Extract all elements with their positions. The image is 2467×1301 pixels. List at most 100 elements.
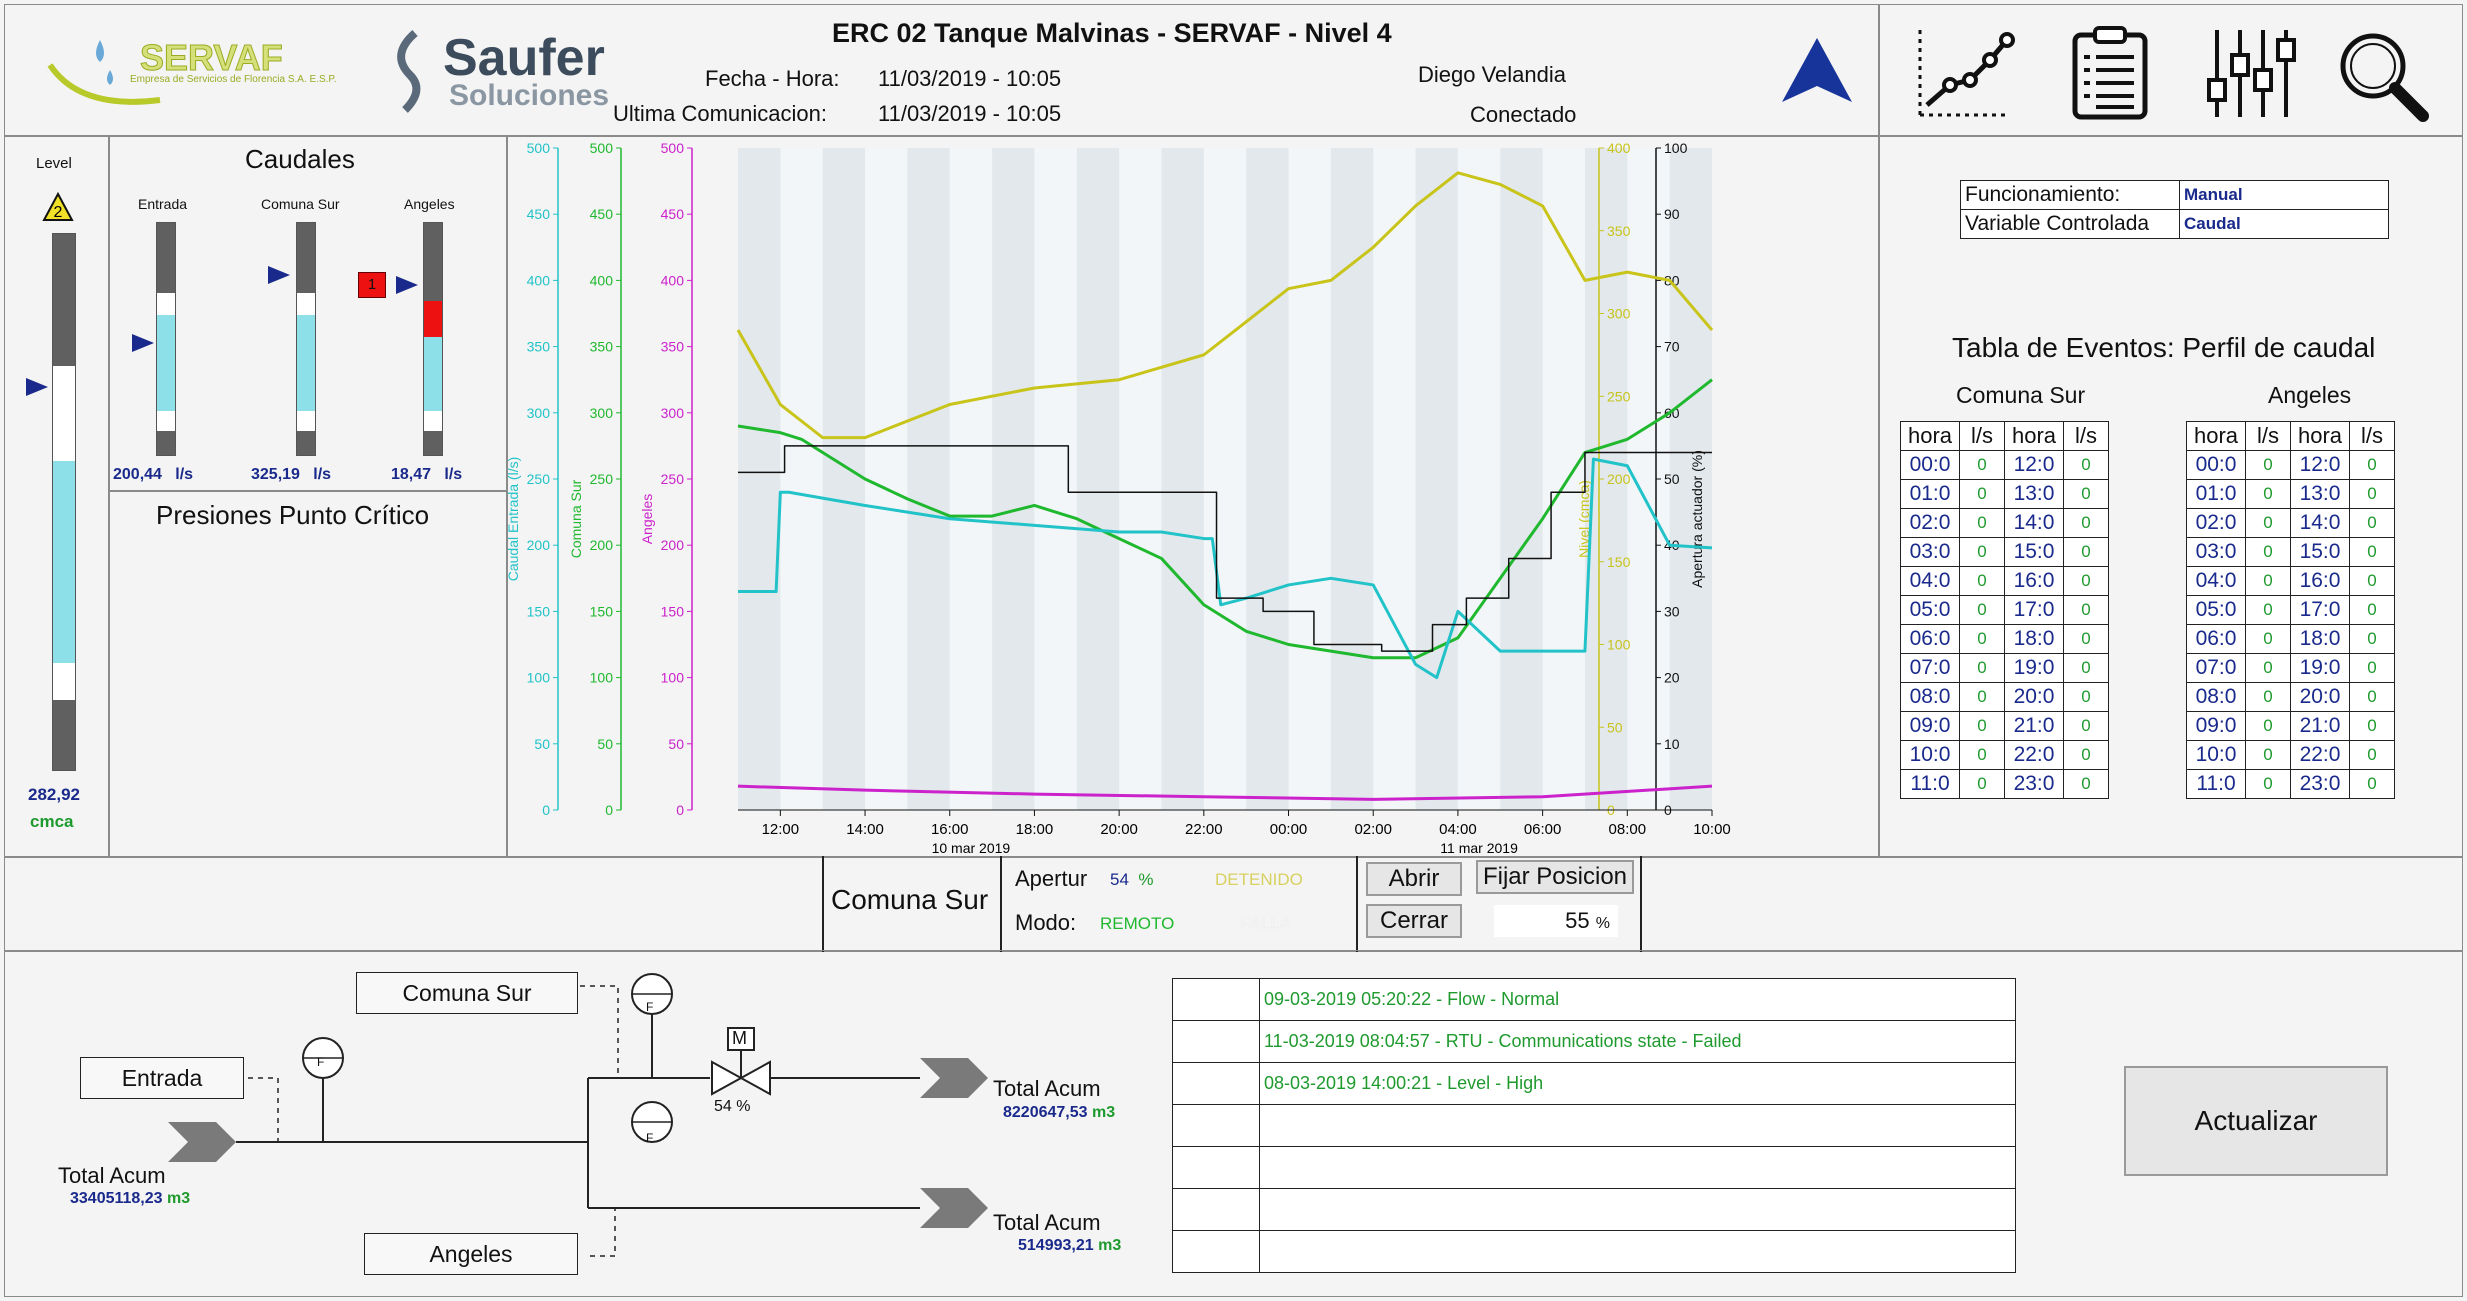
flow-cell[interactable]: 0 — [2063, 537, 2109, 567]
flow-cell[interactable]: 0 — [2349, 508, 2395, 538]
hour-cell[interactable]: 03:0 — [1900, 537, 1960, 567]
flow-cell[interactable]: 0 — [2349, 566, 2395, 596]
hour-cell[interactable]: 00:0 — [2186, 450, 2246, 480]
flow-cell[interactable]: 0 — [2349, 537, 2395, 567]
flow-cell[interactable]: 0 — [2063, 479, 2109, 509]
hour-cell[interactable]: 22:0 — [2290, 740, 2350, 770]
flow-cell[interactable]: 0 — [2349, 769, 2395, 799]
hour-cell[interactable]: 07:0 — [2186, 653, 2246, 683]
flow-cell[interactable]: 0 — [2349, 740, 2395, 770]
flow-cell[interactable]: 0 — [2349, 711, 2395, 741]
search-icon[interactable] — [2335, 28, 2430, 123]
flow-cell[interactable]: 0 — [1959, 624, 2005, 654]
hour-cell[interactable]: 11:0 — [2186, 769, 2246, 799]
hour-cell[interactable]: 10:0 — [1900, 740, 1960, 770]
flow-cell[interactable]: 0 — [2063, 508, 2109, 538]
abrir-button[interactable]: Abrir — [1366, 862, 1462, 896]
flow-cell[interactable]: 0 — [2063, 769, 2109, 799]
hour-cell[interactable]: 00:0 — [1900, 450, 1960, 480]
hour-cell[interactable]: 07:0 — [1900, 653, 1960, 683]
hour-cell[interactable]: 23:0 — [2290, 769, 2350, 799]
flow-cell[interactable]: 0 — [2063, 624, 2109, 654]
alarm-row[interactable]: 09-03-2019 05:20:22 - Flow - Normal — [1172, 978, 2016, 1021]
hour-cell[interactable]: 13:0 — [2004, 479, 2064, 509]
flow-cell[interactable]: 0 — [2245, 711, 2291, 741]
flow-cell[interactable]: 0 — [1959, 653, 2005, 683]
flow-cell[interactable]: 0 — [1959, 537, 2005, 567]
flow-cell[interactable]: 0 — [2349, 624, 2395, 654]
alarm-ack-cell[interactable] — [1172, 1104, 1260, 1147]
hour-cell[interactable]: 17:0 — [2290, 595, 2350, 625]
alarm-row[interactable] — [1172, 1188, 2016, 1231]
hour-cell[interactable]: 04:0 — [1900, 566, 1960, 596]
alarm-row[interactable] — [1172, 1104, 2016, 1147]
flow-cell[interactable]: 0 — [2245, 537, 2291, 567]
hour-cell[interactable]: 23:0 — [2004, 769, 2064, 799]
hour-cell[interactable]: 10:0 — [2186, 740, 2246, 770]
hour-cell[interactable]: 16:0 — [2290, 566, 2350, 596]
flow-cell[interactable]: 0 — [1959, 740, 2005, 770]
hour-cell[interactable]: 05:0 — [1900, 595, 1960, 625]
flow-cell[interactable]: 0 — [1959, 479, 2005, 509]
hour-cell[interactable]: 21:0 — [2004, 711, 2064, 741]
flow-cell[interactable]: 0 — [1959, 508, 2005, 538]
variable-controlada-value[interactable]: Caudal — [2179, 209, 2389, 239]
flow-cell[interactable]: 0 — [2063, 682, 2109, 712]
flow-cell[interactable]: 0 — [2245, 682, 2291, 712]
actualizar-button[interactable]: Actualizar — [2124, 1066, 2388, 1176]
hour-cell[interactable]: 06:0 — [1900, 624, 1960, 654]
alarm-row[interactable] — [1172, 1146, 2016, 1189]
flow-cell[interactable]: 0 — [1959, 711, 2005, 741]
flow-cell[interactable]: 0 — [2245, 653, 2291, 683]
hour-cell[interactable]: 08:0 — [2186, 682, 2246, 712]
hour-cell[interactable]: 02:0 — [1900, 508, 1960, 538]
flow-cell[interactable]: 0 — [2349, 682, 2395, 712]
hour-cell[interactable]: 20:0 — [2290, 682, 2350, 712]
flow-cell[interactable]: 0 — [2349, 653, 2395, 683]
alarm-ack-cell[interactable] — [1172, 1020, 1260, 1063]
hour-cell[interactable]: 18:0 — [2290, 624, 2350, 654]
hour-cell[interactable]: 17:0 — [2004, 595, 2064, 625]
flow-cell[interactable]: 0 — [1959, 450, 2005, 480]
hour-cell[interactable]: 12:0 — [2290, 450, 2350, 480]
alarm-row[interactable]: 08-03-2019 14:00:21 - Level - High — [1172, 1062, 2016, 1105]
alarm-ack-cell[interactable] — [1172, 1062, 1260, 1105]
flow-cell[interactable]: 0 — [2063, 740, 2109, 770]
hour-cell[interactable]: 05:0 — [2186, 595, 2246, 625]
report-icon[interactable] — [2070, 25, 2150, 120]
alarm-row[interactable] — [1172, 1230, 2016, 1273]
alarm-row[interactable]: 11-03-2019 08:04:57 - RTU - Communicatio… — [1172, 1020, 2016, 1063]
flow-cell[interactable]: 0 — [1959, 595, 2005, 625]
flow-cell[interactable]: 0 — [2245, 769, 2291, 799]
hour-cell[interactable]: 11:0 — [1900, 769, 1960, 799]
hour-cell[interactable]: 14:0 — [2290, 508, 2350, 538]
hour-cell[interactable]: 06:0 — [2186, 624, 2246, 654]
flow-cell[interactable]: 0 — [2063, 711, 2109, 741]
cerrar-button[interactable]: Cerrar — [1366, 904, 1462, 938]
flow-cell[interactable]: 0 — [2245, 450, 2291, 480]
flow-cell[interactable]: 0 — [2349, 479, 2395, 509]
hour-cell[interactable]: 09:0 — [2186, 711, 2246, 741]
navigate-up-icon[interactable] — [1782, 38, 1852, 109]
hour-cell[interactable]: 19:0 — [2290, 653, 2350, 683]
flow-cell[interactable]: 0 — [2063, 450, 2109, 480]
alarm-ack-cell[interactable] — [1172, 978, 1260, 1021]
funcionamiento-value[interactable]: Manual — [2179, 180, 2389, 210]
hour-cell[interactable]: 01:0 — [1900, 479, 1960, 509]
flow-cell[interactable]: 0 — [2245, 479, 2291, 509]
flow-cell[interactable]: 0 — [2063, 595, 2109, 625]
hour-cell[interactable]: 18:0 — [2004, 624, 2064, 654]
flow-cell[interactable]: 0 — [1959, 769, 2005, 799]
alarm-ack-cell[interactable] — [1172, 1146, 1260, 1189]
hour-cell[interactable]: 22:0 — [2004, 740, 2064, 770]
hour-cell[interactable]: 02:0 — [2186, 508, 2246, 538]
flow-cell[interactable]: 0 — [2245, 740, 2291, 770]
alarm-ack-cell[interactable] — [1172, 1188, 1260, 1231]
hour-cell[interactable]: 03:0 — [2186, 537, 2246, 567]
hour-cell[interactable]: 04:0 — [2186, 566, 2246, 596]
alarm-ack-cell[interactable] — [1172, 1230, 1260, 1273]
hour-cell[interactable]: 15:0 — [2290, 537, 2350, 567]
hour-cell[interactable]: 21:0 — [2290, 711, 2350, 741]
trend-icon[interactable] — [1915, 25, 2015, 120]
